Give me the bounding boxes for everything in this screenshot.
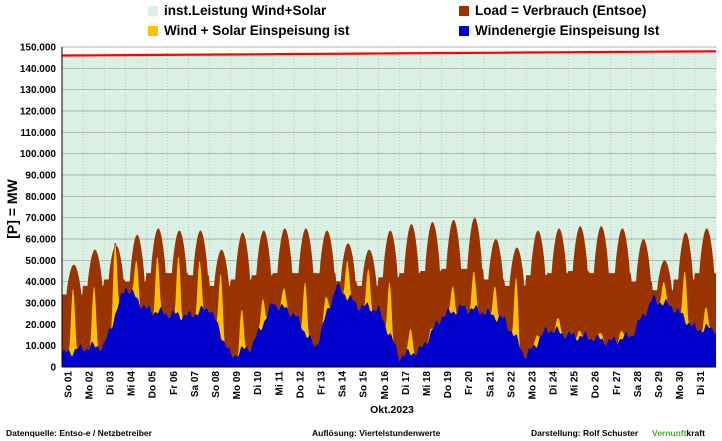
x-tick-label: So 22: [506, 371, 517, 398]
wind-area: [62, 283, 716, 367]
y-tick-label: 80.000: [25, 192, 56, 203]
y-tick-label: 120.000: [20, 107, 57, 118]
x-tick-label: Sa 28: [633, 371, 644, 398]
installed-capacity-line-layer: [61, 50, 717, 57]
x-tick-label: Fr 13: [317, 371, 328, 395]
x-tick-labels: So 01 Mo 02 Di 03 Mi 04 Do 05 Fr 06 Sa 07 So 08…: [63, 371, 707, 400]
x-tick-label: Di 10: [253, 371, 264, 395]
installed-capacity-line: [61, 50, 717, 57]
power-chart: 0 10.000 20.000 30.000 40.000 50.000 60.000 70.…: [4, 43, 717, 416]
y-tick-label: 20.000: [25, 320, 56, 331]
axes: [61, 47, 716, 368]
brand-part-2: kraft: [686, 428, 705, 438]
y-tick-label: 150.000: [20, 43, 57, 54]
x-tick-label: Fr 20: [464, 371, 475, 395]
legend-item-wind: Windenergie Einspeisung Ist: [459, 23, 659, 38]
y-tick-label: 90.000: [25, 171, 56, 182]
x-axis-label: Okt.2023: [370, 404, 414, 416]
legend-item-load: Load = Verbrauch (Entsoe): [459, 3, 646, 18]
legend-swatch-wind-solar: [148, 25, 158, 36]
x-tick-label: Mi 18: [422, 371, 433, 396]
footer-source: Datenquelle: Entso-e / Netzbetreiber: [6, 428, 152, 438]
x-tick-label: Di 17: [401, 371, 412, 395]
footer-author: Darstellung: Rolf Schuster: [531, 428, 639, 438]
x-tick-label: Do 26: [591, 371, 602, 399]
x-tick-label: Mi 25: [570, 371, 581, 396]
x-tick-label: Mo 09: [232, 371, 243, 400]
x-tick-label: Fr 06: [169, 371, 180, 395]
x-tick-label: Sa 21: [485, 371, 496, 398]
y-tick-label: 60.000: [25, 235, 56, 246]
x-tick-label: Fr 27: [612, 371, 623, 395]
y-tick-label: 140.000: [20, 64, 57, 75]
legend-item-installed: inst.Leistung Wind+Solar: [148, 3, 326, 18]
footer-brand: Vernunftkraft: [652, 428, 705, 438]
x-tick-label: Mi 11: [274, 371, 285, 396]
y-tick-label: 10.000: [25, 341, 56, 352]
y-tick-labels: 0 10.000 20.000 30.000 40.000 50.000 60.000 70.…: [20, 43, 57, 374]
legend-swatch-installed: [148, 5, 158, 16]
legend-label-load: Load = Verbrauch (Entsoe): [475, 3, 647, 18]
legend-label-wind-solar: Wind + Solar Einspeisung ist: [164, 23, 350, 38]
y-tick-label: 40.000: [25, 277, 56, 288]
legend-label-installed: inst.Leistung Wind+Solar: [164, 3, 327, 18]
x-tick-label: Do 19: [443, 371, 454, 399]
x-tick-label: So 15: [359, 371, 370, 398]
x-tick-label: Sa 14: [338, 371, 349, 398]
x-tick-label: So 01: [63, 371, 74, 398]
x-tick-label: Mo 23: [528, 371, 539, 400]
y-tick-label: 70.000: [25, 213, 56, 224]
brand-part-1: Vernunft: [652, 428, 687, 438]
wind-layer: [62, 283, 716, 367]
legend-item-wind-solar: Wind + Solar Einspeisung ist: [148, 23, 350, 38]
y-tick-label: 30.000: [25, 299, 56, 310]
x-tick-label: Mo 30: [675, 371, 686, 400]
x-tick-label: Do 12: [295, 371, 306, 399]
x-tick-label: So 08: [211, 371, 222, 398]
y-tick-label: 0: [50, 363, 56, 374]
x-tick-label: Mi 04: [127, 371, 138, 396]
y-axis-label: [P] = MW: [4, 178, 20, 238]
y-tick-label: 130.000: [20, 85, 57, 96]
y-tick-label: 100.000: [20, 149, 57, 160]
x-tick-label: Do 05: [148, 371, 159, 399]
legend-swatch-wind: [459, 25, 469, 36]
y-tick-label: 110.000: [20, 128, 56, 139]
x-tick-label: Di 31: [696, 371, 707, 395]
legend-swatch-load: [459, 5, 469, 16]
footer-resolution: Auflösung: Viertelstundenwerte: [312, 428, 441, 438]
x-tick-label: Mo 02: [84, 371, 95, 400]
x-tick-label: Di 03: [106, 371, 117, 395]
x-tick-label: So 29: [654, 371, 665, 398]
legend-label-wind: Windenergie Einspeisung Ist: [475, 23, 660, 38]
x-tick-label: Di 24: [549, 371, 560, 395]
y-tick-label: 50.000: [25, 256, 56, 267]
x-tick-label: Mo 16: [380, 371, 391, 400]
x-tick-label: Sa 07: [190, 371, 201, 398]
